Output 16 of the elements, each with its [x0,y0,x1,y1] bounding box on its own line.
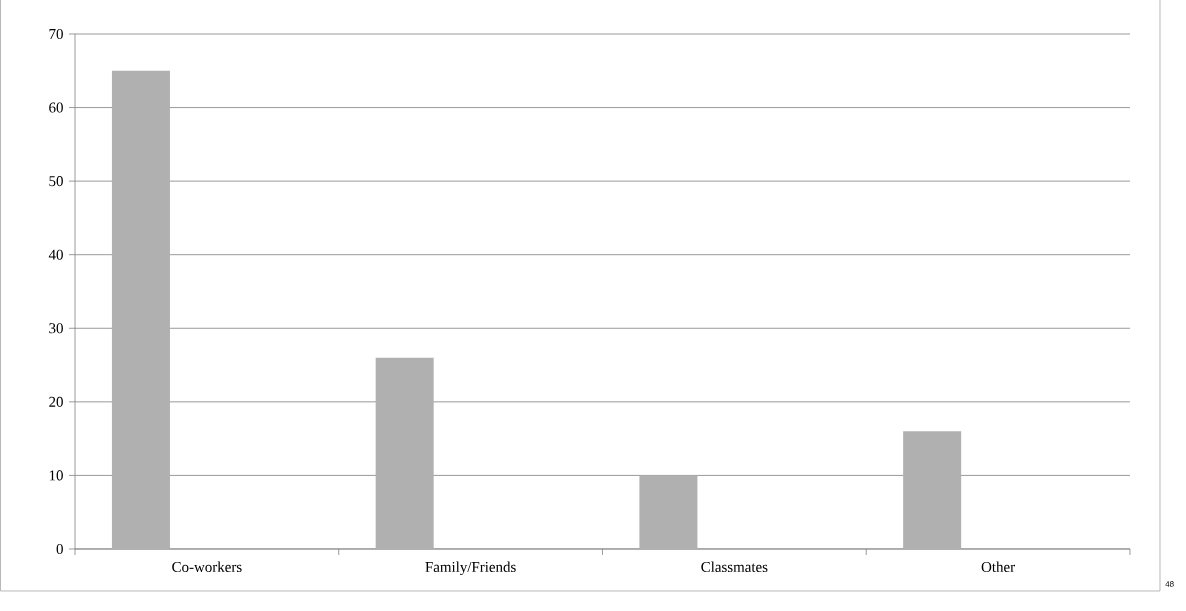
x-tick-label: Classmates [701,561,768,573]
y-tick-label: 50 [49,176,63,187]
y-tick-label: 40 [48,249,63,260]
y-tick-label: 0 [56,543,63,555]
y-tick-label: 70 [49,28,63,40]
bar [639,475,698,549]
y-tick-label: 60 [49,102,63,113]
y-tick-label: 20 [49,396,63,407]
x-tick-label: Family/Friends [425,561,516,576]
x-tick-label: Other [981,561,1015,573]
x-tick-label: Co-workers [172,561,242,573]
bar [903,431,962,549]
y-tick-label: 30 [49,323,63,334]
bar [375,357,434,549]
y-tick-label: 10 [49,470,63,481]
bar [111,70,170,549]
